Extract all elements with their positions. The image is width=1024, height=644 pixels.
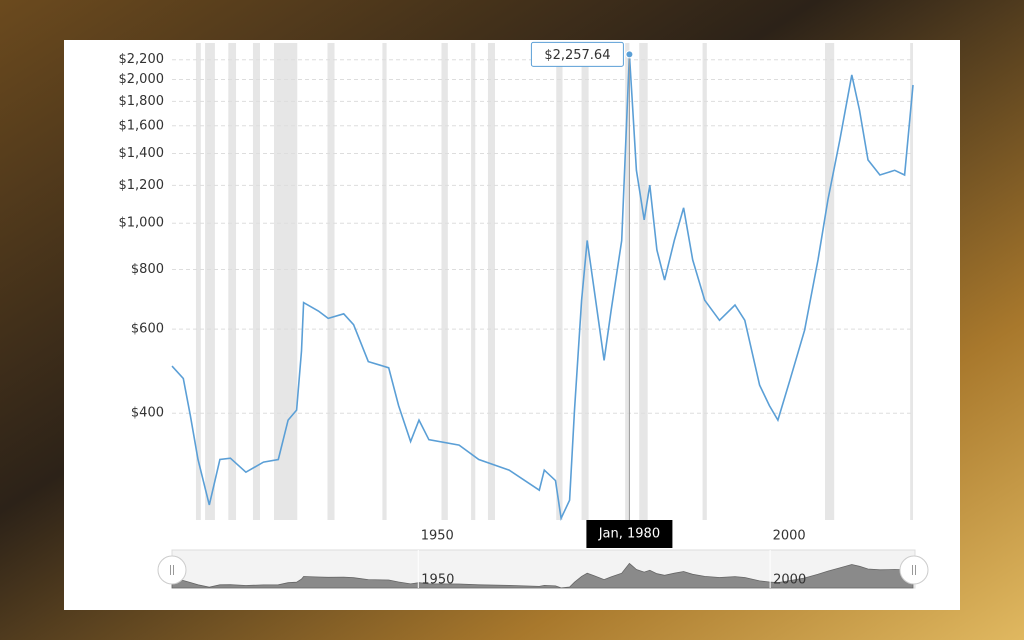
y-tick-label: $1,000 xyxy=(119,216,165,231)
y-tick-label: $600 xyxy=(131,322,164,337)
recession-band xyxy=(556,43,563,520)
y-tick-label: $2,200 xyxy=(119,52,165,67)
recession-band xyxy=(702,43,707,520)
recession-band xyxy=(471,43,476,520)
recession-band xyxy=(487,43,495,520)
recession-band xyxy=(228,43,237,520)
recession-band xyxy=(625,43,630,520)
y-tick-label: $2,000 xyxy=(119,72,165,87)
recession-band xyxy=(639,43,648,520)
y-tick-label: $1,200 xyxy=(119,178,165,193)
recession-band xyxy=(825,43,835,520)
recession-band xyxy=(274,43,298,520)
highlight-point xyxy=(625,50,634,59)
tooltip-box xyxy=(530,41,624,67)
navigator-handle[interactable] xyxy=(899,555,929,585)
x-tick-label: 2000 xyxy=(773,529,806,544)
price-line xyxy=(171,54,914,522)
recession-band xyxy=(382,43,387,520)
recession-band xyxy=(581,43,589,520)
recession-band xyxy=(252,43,260,520)
navigator-handle[interactable] xyxy=(157,555,187,585)
y-tick-label: $1,600 xyxy=(119,118,165,133)
tooltip-value: $2,257.64 xyxy=(544,48,610,63)
navigator-area xyxy=(171,562,914,589)
x-label-box xyxy=(586,520,673,548)
recession-band xyxy=(327,43,335,520)
recession-band xyxy=(195,43,201,520)
y-tick-label: $400 xyxy=(131,406,164,421)
recession-band xyxy=(910,43,913,520)
y-tick-label: $1,800 xyxy=(119,94,165,109)
y-tick-label: $800 xyxy=(131,262,164,277)
navigator-label: 2000 xyxy=(773,573,806,588)
x-crosshair-label: Jan, 1980 xyxy=(598,527,660,542)
recession-band xyxy=(205,43,215,520)
recession-band xyxy=(441,43,448,520)
navigator-label: 1950 xyxy=(421,573,454,588)
y-tick-label: $1,400 xyxy=(119,146,165,161)
x-tick-label: 1950 xyxy=(421,529,454,544)
